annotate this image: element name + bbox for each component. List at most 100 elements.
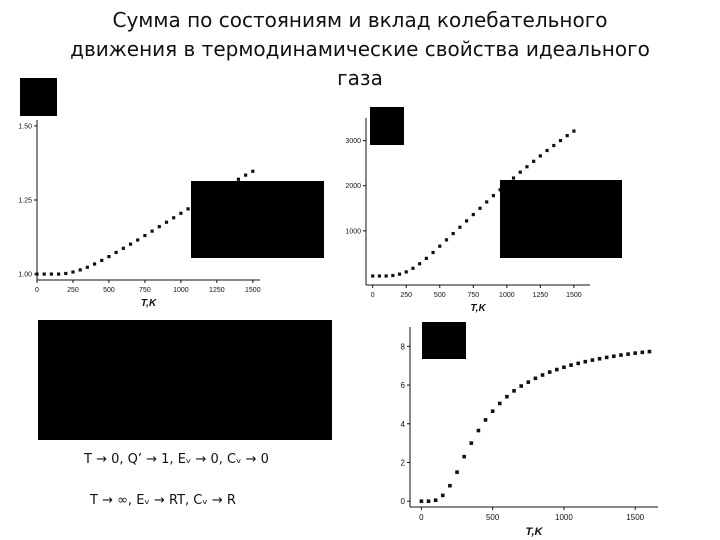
data-point [35,272,39,276]
data-point [597,356,602,361]
title-line-1: Сумма по состояниям и вклад колебательно… [112,8,608,32]
y-tick-label: 1000 [345,228,361,235]
mask-box [38,320,332,440]
data-point [172,216,176,220]
x-tick-label: 750 [139,287,151,294]
mask-box [422,322,466,359]
data-point [143,233,147,238]
x-tick-label: 1000 [499,292,515,299]
data-point [491,194,496,198]
data-point [397,272,402,276]
data-point [458,225,462,229]
y-tick-label: 2000 [345,183,361,190]
data-point [56,272,61,276]
y-tick-label: 1.25 [18,198,32,205]
data-point [538,154,542,158]
data-point [71,270,75,274]
data-point [483,418,488,422]
data-point [604,355,609,360]
data-point [114,250,118,255]
data-point [569,363,573,367]
data-point [464,219,469,223]
x-tick-label: 250 [400,292,412,299]
x-tick-label: 1500 [566,292,582,299]
data-point [555,367,559,372]
data-point [100,258,104,263]
data-point [419,499,424,503]
data-point [426,499,431,503]
data-point [121,246,125,250]
data-point [49,272,53,276]
data-point [92,262,97,266]
data-point [377,274,382,278]
data-point [518,170,522,174]
data-point [462,454,466,459]
data-point [404,270,408,274]
data-point [444,238,449,242]
data-point [612,354,616,359]
data-point [526,380,531,384]
data-point [448,483,452,488]
mask-box [500,180,622,258]
data-point [532,159,536,163]
data-point [64,271,68,276]
data-point [590,358,595,362]
x-tick-label: 250 [67,287,79,294]
x-tick-label: 500 [486,513,500,522]
data-point [42,272,46,276]
x-tick-label: 1000 [173,287,189,294]
slide-title: Сумма по состояниям и вклад колебательно… [40,6,680,93]
x-tick-label: 750 [467,292,479,299]
data-point [455,470,459,474]
data-point [476,428,481,433]
data-point [433,498,438,503]
data-point [512,389,516,393]
formula-high-temperature: T → ∞, Eᵥ → RT, Cᵥ → R [90,493,236,508]
x-tick-label: 0 [371,292,375,299]
mask-box [191,181,324,258]
data-point [540,373,545,377]
y-tick-label: 3000 [345,138,361,145]
data-point [647,349,652,354]
title-line-3: газа [337,66,383,90]
data-point [128,242,133,246]
data-point [485,200,489,204]
data-point [572,129,576,133]
data-point [505,394,509,399]
data-point [619,353,623,357]
x-tick-label: 1500 [245,287,261,294]
data-point [179,211,183,215]
data-point [562,365,566,370]
data-point [525,165,529,169]
data-point [418,262,422,266]
data-point [411,266,415,270]
data-point [565,134,569,138]
data-point [576,361,580,366]
x-axis-label: T,K [141,298,157,309]
data-point [78,268,82,272]
data-point [490,409,495,413]
mask-box [370,107,404,145]
data-point [552,143,556,148]
x-tick-label: 0 [35,287,39,294]
data-point [438,244,442,248]
data-point [478,206,482,210]
data-point [583,359,588,364]
data-point [640,350,645,355]
data-point [547,370,552,374]
data-point [497,401,502,406]
x-axis-label: T,K [526,526,544,538]
data-point [150,229,154,233]
data-point [424,256,428,260]
data-point [164,220,169,224]
data-point [545,148,549,153]
x-tick-label: 500 [434,292,446,299]
data-point [157,225,161,229]
data-point [533,376,538,381]
y-tick-label: 4 [401,420,406,429]
y-tick-label: 6 [401,381,406,390]
y-tick-label: 1.50 [18,123,32,130]
data-point [136,238,140,242]
x-tick-label: 500 [103,287,115,294]
x-tick-label: 1500 [626,513,644,522]
